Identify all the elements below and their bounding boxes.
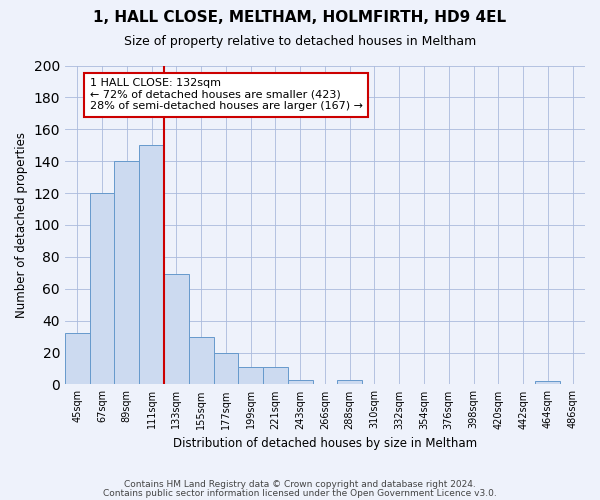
Bar <box>214 352 238 384</box>
Bar <box>89 193 115 384</box>
Text: Size of property relative to detached houses in Meltham: Size of property relative to detached ho… <box>124 35 476 48</box>
Text: 1 HALL CLOSE: 132sqm
← 72% of detached houses are smaller (423)
28% of semi-deta: 1 HALL CLOSE: 132sqm ← 72% of detached h… <box>89 78 362 112</box>
Bar <box>263 367 288 384</box>
Bar <box>139 145 164 384</box>
X-axis label: Distribution of detached houses by size in Meltham: Distribution of detached houses by size … <box>173 437 477 450</box>
Y-axis label: Number of detached properties: Number of detached properties <box>15 132 28 318</box>
Bar <box>164 274 189 384</box>
Bar <box>288 380 313 384</box>
Bar <box>238 367 263 384</box>
Bar <box>65 334 89 384</box>
Bar <box>535 381 560 384</box>
Bar <box>115 161 139 384</box>
Bar <box>337 380 362 384</box>
Text: Contains public sector information licensed under the Open Government Licence v3: Contains public sector information licen… <box>103 488 497 498</box>
Text: 1, HALL CLOSE, MELTHAM, HOLMFIRTH, HD9 4EL: 1, HALL CLOSE, MELTHAM, HOLMFIRTH, HD9 4… <box>94 10 506 25</box>
Bar <box>189 336 214 384</box>
Text: Contains HM Land Registry data © Crown copyright and database right 2024.: Contains HM Land Registry data © Crown c… <box>124 480 476 489</box>
